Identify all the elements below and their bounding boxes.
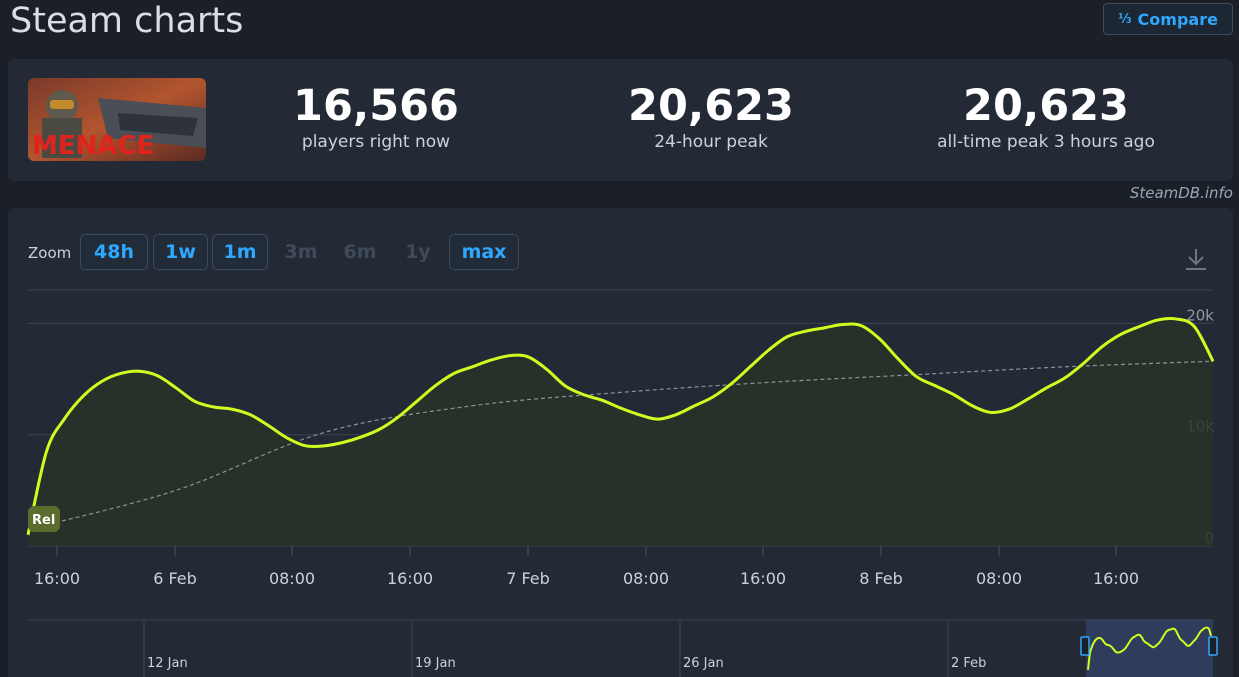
chart-card: Zoom 48h 1w 1m 3m 6m 1y max — [8, 208, 1233, 677]
download-icon[interactable] — [1183, 246, 1209, 272]
all-time-peak-value: 20,623 — [963, 81, 1129, 131]
stat-24h-peak: 20,623 24-hour peak — [611, 81, 811, 153]
zoom-max-button[interactable]: max — [449, 234, 519, 270]
zoom-3m-button: 3m — [284, 241, 318, 263]
compare-label: Compare — [1137, 9, 1218, 29]
peak-24h-value: 20,623 — [628, 81, 794, 131]
zoom-1m-button[interactable]: 1m — [212, 234, 268, 270]
game-thumbnail[interactable]: MENACE — [28, 78, 206, 161]
zoom-label: Zoom — [28, 244, 72, 262]
thumbnail-logo-text: MENACE — [32, 131, 154, 161]
page-title: Steam charts — [10, 1, 244, 41]
all-time-peak-label: all-time peak 3 hours ago — [937, 132, 1155, 152]
zoom-6m-button: 6m — [343, 241, 377, 263]
players-now-value: 16,566 — [293, 81, 459, 131]
zoom-1y-button: 1y — [405, 241, 431, 263]
zoom-48h-button[interactable]: 48h — [80, 234, 148, 270]
stats-card: MENACE 16,566 players right now 20,623 2… — [8, 59, 1233, 181]
players-now-label: players right now — [301, 132, 451, 152]
fraction-icon: ⅓ — [1118, 11, 1132, 27]
zoom-1w-button[interactable]: 1w — [153, 234, 208, 270]
game-thumbnail-art: MENACE — [28, 78, 206, 161]
stat-all-time-peak: 20,623 all-time peak 3 hours ago — [916, 81, 1176, 153]
peak-24h-label: 24-hour peak — [654, 132, 768, 152]
compare-button[interactable]: ⅓ Compare — [1103, 3, 1233, 35]
stat-players-now: 16,566 players right now — [276, 81, 476, 153]
attribution[interactable]: SteamDB.info — [1129, 184, 1233, 202]
